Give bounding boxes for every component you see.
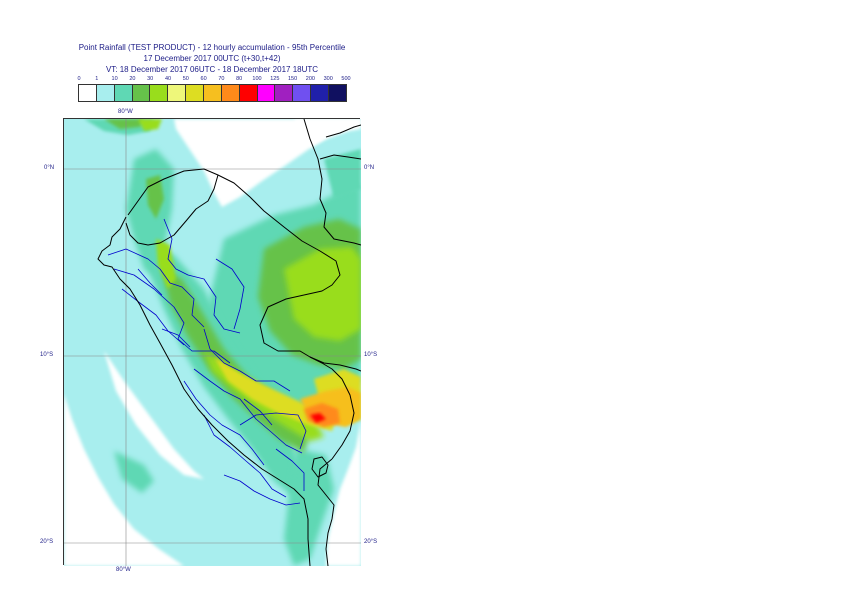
northern-border bbox=[325, 124, 361, 138]
legend-tick-label: 60 bbox=[200, 76, 207, 82]
legend-tick-label: 80 bbox=[236, 76, 243, 82]
lon-label-bottom: 80°W bbox=[116, 567, 131, 573]
legend-tick-label: 10 bbox=[111, 76, 118, 82]
legend-swatch bbox=[239, 85, 258, 101]
admin-boundaries bbox=[107, 218, 307, 506]
legend-swatch bbox=[186, 85, 205, 101]
rain-30-40-north-andes bbox=[156, 239, 176, 289]
rain-30-40-amazon bbox=[284, 247, 361, 341]
coastline bbox=[97, 216, 311, 566]
legend-swatch bbox=[150, 85, 169, 101]
colombia-peru-border bbox=[217, 174, 341, 296]
legend-tick-label: 50 bbox=[182, 76, 189, 82]
admin-line-8 bbox=[203, 414, 287, 498]
admin-line-11 bbox=[275, 448, 305, 491]
lat-label-left-0n: 0°N bbox=[44, 165, 55, 171]
title-line-2: 17 December 2017 00UTC (t+30,t+42) bbox=[143, 54, 281, 63]
legend-swatch bbox=[311, 85, 330, 101]
rain-10-20-south-coast bbox=[114, 451, 154, 493]
admin-line-15 bbox=[243, 398, 273, 426]
admin-line-7 bbox=[183, 380, 265, 466]
rain-80-100-peak bbox=[310, 413, 326, 423]
dry-area-sw-ocean bbox=[64, 394, 184, 566]
lat-label-right-0n: 0°N bbox=[364, 165, 375, 171]
rain-10-20-northeast-strip bbox=[324, 149, 361, 199]
admin-line-4 bbox=[163, 218, 241, 334]
dry-area-southeast bbox=[326, 419, 361, 566]
colombia-brazil-border bbox=[303, 119, 361, 246]
legend-tick-labels: 0 1 10 20 30 40 50 60 70 80 100 125 150 200 300 500 bbox=[77, 76, 351, 84]
legend-swatch bbox=[114, 85, 133, 101]
legend-tick-label: 40 bbox=[164, 76, 172, 82]
legend-tick-label: 1 bbox=[95, 76, 99, 82]
lat-label-right-10s: 10°S bbox=[364, 352, 378, 358]
rain-10-20-far-south bbox=[284, 449, 334, 566]
rainfall-map: 80°W 80°W 0°N 10°S 20°S 0°N 10°S 20°S bbox=[40, 109, 377, 573]
legend-tick-label: 200 bbox=[305, 76, 315, 82]
ecuador-border bbox=[125, 168, 219, 246]
legend-tick-label: 70 bbox=[218, 76, 225, 82]
precipitation-field bbox=[64, 119, 361, 566]
legend-tick-label: 30 bbox=[147, 76, 154, 82]
admin-line-1 bbox=[107, 248, 205, 328]
legend-tick-label: 150 bbox=[288, 76, 298, 82]
legend-swatch bbox=[293, 85, 312, 101]
legend-swatch bbox=[204, 85, 222, 101]
admin-line-6 bbox=[193, 368, 303, 454]
lon-label-top: 80°W bbox=[118, 109, 133, 115]
admin-line-5 bbox=[203, 328, 291, 392]
legend-swatch bbox=[96, 85, 115, 101]
legend-swatch bbox=[221, 85, 240, 101]
rain-30-40-top bbox=[138, 119, 162, 131]
legend-swatch bbox=[79, 85, 97, 101]
admin-line-14 bbox=[215, 258, 245, 330]
legend-swatch bbox=[275, 85, 294, 101]
bolivia-brazil-border bbox=[309, 356, 361, 372]
title-line-3: VT: 18 December 2017 06UTC - 18 December… bbox=[105, 65, 319, 74]
legend-swatch bbox=[257, 85, 276, 101]
admin-line-9 bbox=[223, 474, 301, 506]
legend-color-bar bbox=[78, 84, 347, 102]
rainfall-legend: 0 1 10 20 30 40 50 60 70 80 100 125 150 200 300 500 bbox=[77, 76, 351, 102]
national-borders bbox=[97, 119, 361, 566]
lake-titicaca bbox=[311, 456, 329, 478]
lat-label-left-20s: 20°S bbox=[40, 539, 54, 545]
admin-line-10 bbox=[239, 412, 307, 450]
lat-label-left-10s: 10°S bbox=[40, 352, 54, 358]
map-title: Point Rainfall (TEST PRODUCT) - 12 hourl… bbox=[0, 42, 424, 75]
legend-tick-label: 100 bbox=[252, 76, 262, 82]
admin-line-3 bbox=[121, 288, 185, 346]
legend-tick-label: 0 bbox=[77, 76, 81, 82]
rain-20-30-top-north bbox=[104, 119, 144, 129]
title-line-1: Point Rainfall (TEST PRODUCT) - 12 hourl… bbox=[78, 43, 346, 52]
legend-tick-label: 300 bbox=[323, 76, 333, 82]
lat-label-right-20s: 20°S bbox=[364, 539, 378, 545]
admin-line-12 bbox=[161, 328, 191, 348]
peru-bolivia-border bbox=[317, 458, 335, 566]
northern-border-2 bbox=[319, 154, 361, 160]
legend-tick-label: 20 bbox=[129, 76, 136, 82]
legend-tick-label: 500 bbox=[341, 76, 351, 82]
map-canvas bbox=[64, 119, 361, 566]
legend-swatch bbox=[168, 85, 187, 101]
admin-line-2 bbox=[113, 268, 231, 364]
legend-tick-label: 125 bbox=[270, 76, 280, 82]
admin-line-13 bbox=[137, 268, 163, 296]
graticule bbox=[64, 119, 361, 566]
legend-swatch bbox=[329, 85, 346, 101]
legend-swatch bbox=[132, 85, 151, 101]
